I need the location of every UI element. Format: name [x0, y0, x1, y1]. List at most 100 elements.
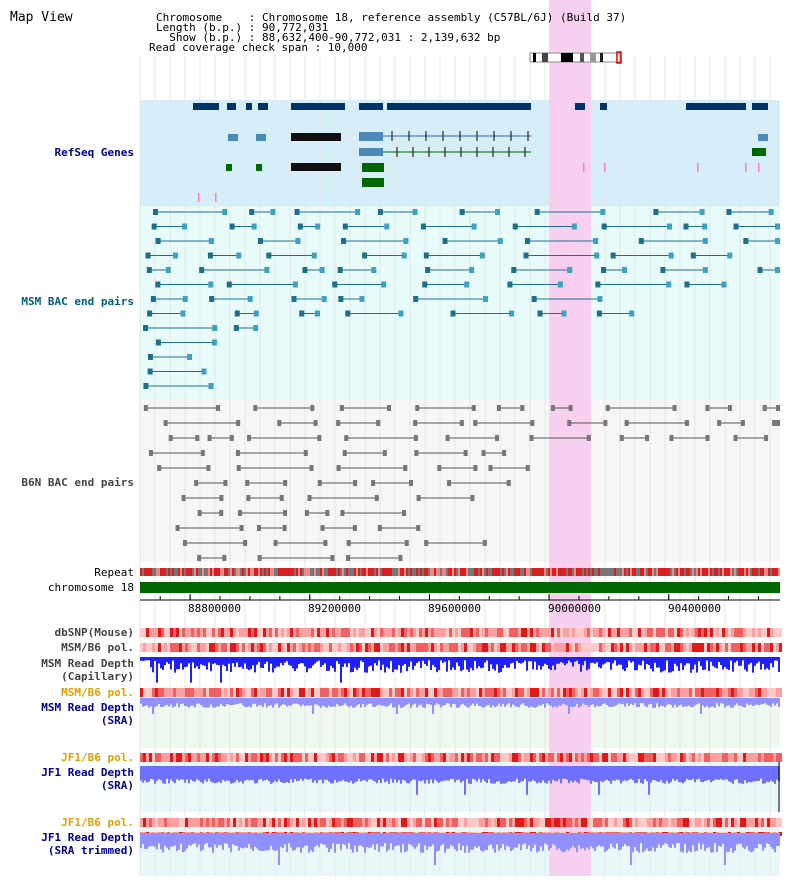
- coverage-span-info: Read coverage check span : 10,000: [149, 41, 368, 54]
- polymorphism-cell: [386, 818, 389, 827]
- track-label-msm-depth-cap[interactable]: MSM Read Depth: [41, 657, 134, 670]
- track-label-msm-pol-2[interactable]: MSM/B6 pol.: [61, 686, 134, 699]
- depth-bar: [216, 766, 218, 783]
- polymorphism-cell: [740, 643, 743, 652]
- polymorphism-cell: [572, 643, 575, 652]
- repeat-mark: [154, 568, 156, 576]
- depth-bar: [252, 833, 254, 851]
- track-label-refseq[interactable]: RefSeq Genes: [54, 146, 134, 159]
- depth-bar: [730, 698, 732, 708]
- repeat-mark: [514, 568, 516, 576]
- polymorphism-cell: [662, 628, 665, 637]
- repeat-mark: [284, 568, 286, 576]
- polymorphism-cell: [188, 818, 191, 827]
- depth-bar: [378, 698, 380, 705]
- bac-end: [442, 238, 448, 244]
- depth-bar: [224, 766, 226, 782]
- repeat-mark: [214, 568, 216, 576]
- polymorphism-cell: [497, 643, 500, 652]
- depth-bar: [572, 833, 574, 847]
- polymorphism-cell: [395, 753, 398, 762]
- polymorphism-cell: [767, 643, 770, 652]
- polymorphism-cell: [284, 753, 287, 762]
- track-label-dbsnp[interactable]: dbSNP(Mouse): [54, 626, 134, 639]
- depth-bar: [722, 698, 724, 704]
- polymorphism-cell: [206, 818, 209, 827]
- track-label-jf1-depth-trim[interactable]: JF1 Read Depth: [41, 831, 134, 844]
- polymorphism-cell: [440, 643, 443, 652]
- depth-bar: [570, 766, 572, 781]
- track-label-msm-depth-sra[interactable]: MSM Read Depth: [41, 701, 134, 714]
- depth-bar: [280, 833, 282, 847]
- repeat-mark: [706, 568, 708, 576]
- polymorphism-cell: [419, 628, 422, 637]
- polymorphism-cell: [617, 688, 620, 697]
- polymorphism-cell: [593, 628, 596, 637]
- track-label-jf1-pol-2[interactable]: JF1/B6 pol.: [61, 816, 134, 829]
- depth-bar: [608, 833, 610, 849]
- polymorphism-cell: [707, 688, 710, 697]
- depth-bar: [604, 766, 606, 781]
- polymorphism-cell: [299, 628, 302, 637]
- polymorphism-cell: [488, 643, 491, 652]
- depth-bar: [166, 657, 168, 663]
- polymorphism-cell: [581, 628, 584, 637]
- track-label-jf1-pol-1[interactable]: JF1/B6 pol.: [61, 751, 134, 764]
- bac-end: [377, 525, 382, 531]
- depth-bar: [614, 766, 616, 781]
- depth-bar: [392, 766, 394, 783]
- polymorphism-cell: [677, 628, 680, 637]
- depth-bar: [420, 833, 422, 853]
- polymorphism-cell: [407, 628, 410, 637]
- polymorphism-cell: [275, 628, 278, 637]
- polymorphism-cell: [245, 818, 248, 827]
- depth-bar: [404, 657, 406, 665]
- track-label-jf1-depth-sra[interactable]: JF1 Read Depth: [41, 766, 134, 779]
- polymorphism-cell: [353, 818, 356, 827]
- repeat-mark: [762, 568, 764, 576]
- polymorphism-cell: [155, 688, 158, 697]
- polymorphism-cell: [287, 688, 290, 697]
- repeat-mark: [352, 568, 354, 576]
- gene-block: [291, 103, 345, 110]
- depth-bar: [358, 766, 360, 779]
- depth-bar: [288, 766, 290, 783]
- bac-end: [506, 480, 511, 486]
- bac-end: [297, 223, 303, 230]
- polymorphism-cell: [578, 688, 581, 697]
- repeat-mark: [524, 568, 526, 576]
- track-label-msm-pol-1[interactable]: MSM/B6 pol.: [61, 641, 134, 654]
- length-info: Length (b.p.) : 90,772,031: [156, 21, 329, 34]
- polymorphism-cell: [245, 628, 248, 637]
- depth-bar: [628, 698, 630, 706]
- depth-bar: [348, 766, 350, 783]
- track-label-b6n-bac[interactable]: B6N BAC end pairs: [21, 476, 134, 489]
- polymorphism-cell: [647, 628, 650, 637]
- polymorphism-cell: [317, 688, 320, 697]
- repeat-mark: [598, 568, 600, 576]
- depth-bar: [546, 698, 548, 704]
- depth-bar: [408, 698, 410, 704]
- bac-end: [359, 296, 365, 302]
- track-label-msm-bac[interactable]: MSM BAC end pairs: [21, 295, 134, 308]
- polymorphism-cell: [632, 628, 635, 637]
- polymorphism-cell: [521, 753, 524, 762]
- bac-end: [291, 296, 297, 302]
- depth-bar: [228, 657, 230, 664]
- polymorphism-cell: [773, 818, 776, 827]
- polymorphism-cell: [311, 628, 314, 637]
- polymorphism-cell: [173, 628, 176, 637]
- repeat-mark: [164, 568, 166, 576]
- depth-bar: [638, 698, 640, 707]
- polymorphism-cell: [566, 753, 569, 762]
- depth-bar: [416, 833, 418, 847]
- bac-end: [313, 420, 318, 426]
- polymorphism-cell: [311, 643, 314, 652]
- polymorphism-cell: [176, 688, 179, 697]
- depth-bar: [568, 657, 570, 661]
- depth-bar: [648, 657, 650, 665]
- bac-end: [182, 223, 188, 230]
- depth-bar: [772, 833, 774, 850]
- polymorphism-cell: [224, 688, 227, 697]
- depth-bar: [360, 657, 362, 661]
